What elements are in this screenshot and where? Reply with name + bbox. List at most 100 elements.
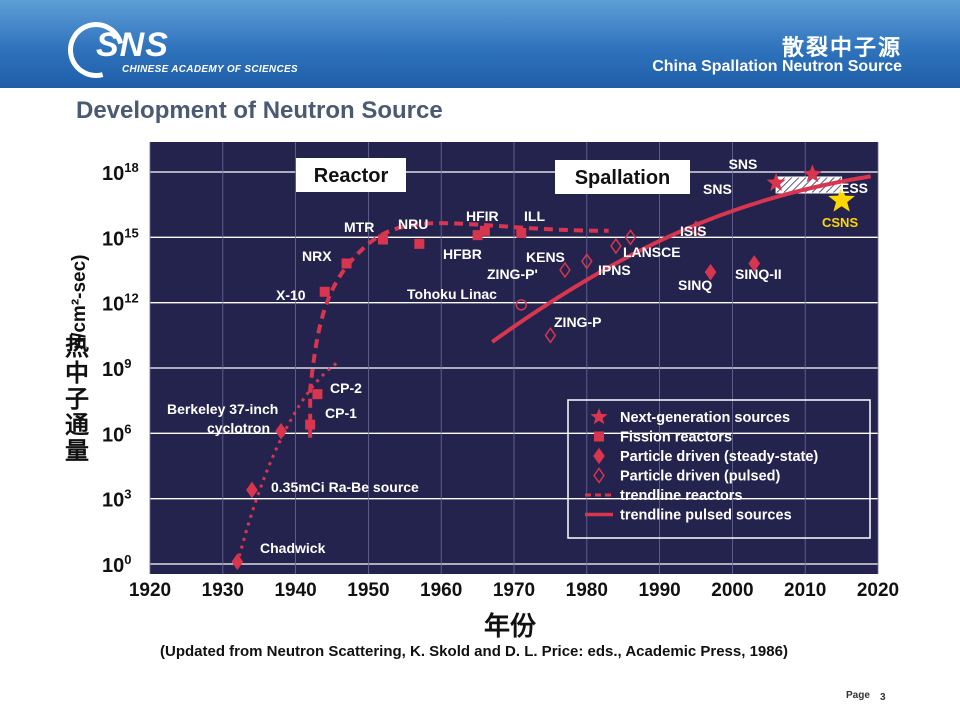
legend-label: Next-generation sources <box>620 410 790 426</box>
region-label: Reactor <box>314 165 389 187</box>
point-label: KENS <box>526 249 565 265</box>
trendlines <box>235 174 872 565</box>
grid <box>149 142 879 574</box>
logo-text: SNS <box>96 26 169 64</box>
legend-label: trendline pulsed sources <box>620 508 792 524</box>
x-tick-label: 1920 <box>129 580 171 601</box>
caption: (Updated from Neutron Scattering, K. Sko… <box>160 643 788 660</box>
point-label: ESS <box>840 180 868 196</box>
y-axis-label: n/cm²-sec) 热中子通量 <box>60 205 96 475</box>
legend: Next-generation sources Fission reactors P… <box>567 399 871 539</box>
square-marker <box>472 230 483 241</box>
header-title-cn: 散裂中子源 <box>781 35 902 60</box>
tohoku-marker <box>515 299 528 311</box>
x-tick-label: 1970 <box>493 580 535 601</box>
point-label: Berkeley 37-inch <box>167 401 278 417</box>
x-tick-label: 1980 <box>566 580 608 601</box>
point-label: ISIS <box>680 223 706 239</box>
square-marker <box>341 258 352 269</box>
x-axis-label-cn: 年份 <box>484 611 537 641</box>
legend-label: Fission reactors <box>620 430 732 446</box>
star-marker <box>766 172 786 191</box>
point-label: 0.35mCi Ra-Be source <box>271 479 419 495</box>
point-label: ZING-P <box>554 314 601 330</box>
open-diamond-marker <box>580 252 593 270</box>
point-label: SNS <box>703 181 732 197</box>
y-tick-label: 103 <box>102 487 131 512</box>
point-label: SINQ <box>678 277 712 293</box>
point-label: CP-1 <box>325 405 357 421</box>
point-label: LANSCE <box>623 244 681 260</box>
point-label: ZING-P' <box>487 266 538 282</box>
point-label: cyclotron <box>207 420 270 436</box>
open-diamond-marker <box>690 220 702 237</box>
y-tick-label: 1018 <box>102 160 139 185</box>
region-label: Spallation <box>575 167 671 189</box>
region-label-box <box>296 158 406 192</box>
y-axis-label-char: 量 <box>65 438 89 465</box>
open-diamond-marker <box>559 261 571 279</box>
x-tick-label: 2000 <box>711 580 753 601</box>
logo-subtitle: CHINESE ACADEMY OF SCIENCES <box>122 64 298 75</box>
diamond-marker <box>231 553 244 571</box>
y-tick-label: 1012 <box>102 291 139 316</box>
x-tick-label: 1990 <box>638 580 680 601</box>
open-diamond-marker <box>610 237 622 255</box>
y-axis-label-char: 热 <box>65 334 89 361</box>
y-tick-label: 1015 <box>102 225 139 250</box>
point-label: NRX <box>302 248 332 264</box>
x-tick-label: 1930 <box>202 580 244 601</box>
square-marker <box>312 389 323 400</box>
header-banner: SNS CHINESE ACADEMY OF SCIENCES 散裂中子源 Ch… <box>0 0 960 89</box>
slide-title: Development of Neutron Source <box>76 97 443 124</box>
point-label: X-10 <box>276 287 306 303</box>
y-axis-label-char: 中 <box>65 360 89 387</box>
point-labels: Reactor Spallation SNS ESS CSNS ISIS SINQ SINQ-… <box>167 156 868 556</box>
trendline-early <box>235 360 341 565</box>
point-label: CP-2 <box>330 380 362 396</box>
open-diamond-marker <box>624 229 637 246</box>
page-number: 3 <box>880 692 886 703</box>
y-axis-label-cn: 热中子通量 <box>60 335 94 465</box>
point-label: Tohoku Linac <box>407 286 497 302</box>
x-tick-label: 1950 <box>347 580 389 601</box>
legend-star-icon <box>590 408 608 425</box>
point-label: Chadwick <box>260 540 326 556</box>
square-marker <box>516 227 527 238</box>
point-label: NRU <box>398 216 428 232</box>
point-label: HFBR <box>443 246 482 262</box>
legend-diamond-icon <box>593 447 605 465</box>
open-diamond-marker <box>544 327 557 344</box>
trendline-pulsed <box>490 174 872 344</box>
y-axis-label-char: 通 <box>65 412 89 439</box>
diamond-marker <box>246 481 258 499</box>
region-label-box <box>555 160 690 194</box>
y-tick-label: 109 <box>102 356 131 381</box>
data-marks <box>231 164 855 571</box>
axis-ticks: 1920 1930 1940 1950 1960 1970 1980 1990 2000 2010… <box>102 160 899 601</box>
x-tick-label: 1940 <box>274 580 316 601</box>
diamond-marker <box>704 263 717 281</box>
point-label: MTR <box>344 219 374 235</box>
csns-star-marker <box>828 186 855 212</box>
legend-label: Particle driven (pulsed) <box>620 469 781 485</box>
square-marker <box>377 234 388 245</box>
point-label: CSNS <box>822 215 858 230</box>
legend-label: trendline reactors <box>620 488 743 504</box>
square-marker <box>319 286 330 297</box>
x-tick-label: 2010 <box>784 580 826 601</box>
x-tick-label: 2020 <box>857 580 899 601</box>
point-label: ILL <box>524 208 545 224</box>
square-marker <box>414 238 425 249</box>
y-tick-label: 100 <box>102 552 131 577</box>
y-axis-label-char: 子 <box>65 386 89 413</box>
y-tick-label: 106 <box>102 421 131 446</box>
legend-box <box>567 399 871 539</box>
trendline-reactors <box>308 221 609 438</box>
point-label: SINQ-II <box>735 266 782 282</box>
square-marker <box>305 419 316 430</box>
diamond-marker <box>275 422 287 440</box>
legend-label: Particle driven (steady-state) <box>620 449 818 465</box>
legend-open-diamond-icon <box>593 467 605 484</box>
